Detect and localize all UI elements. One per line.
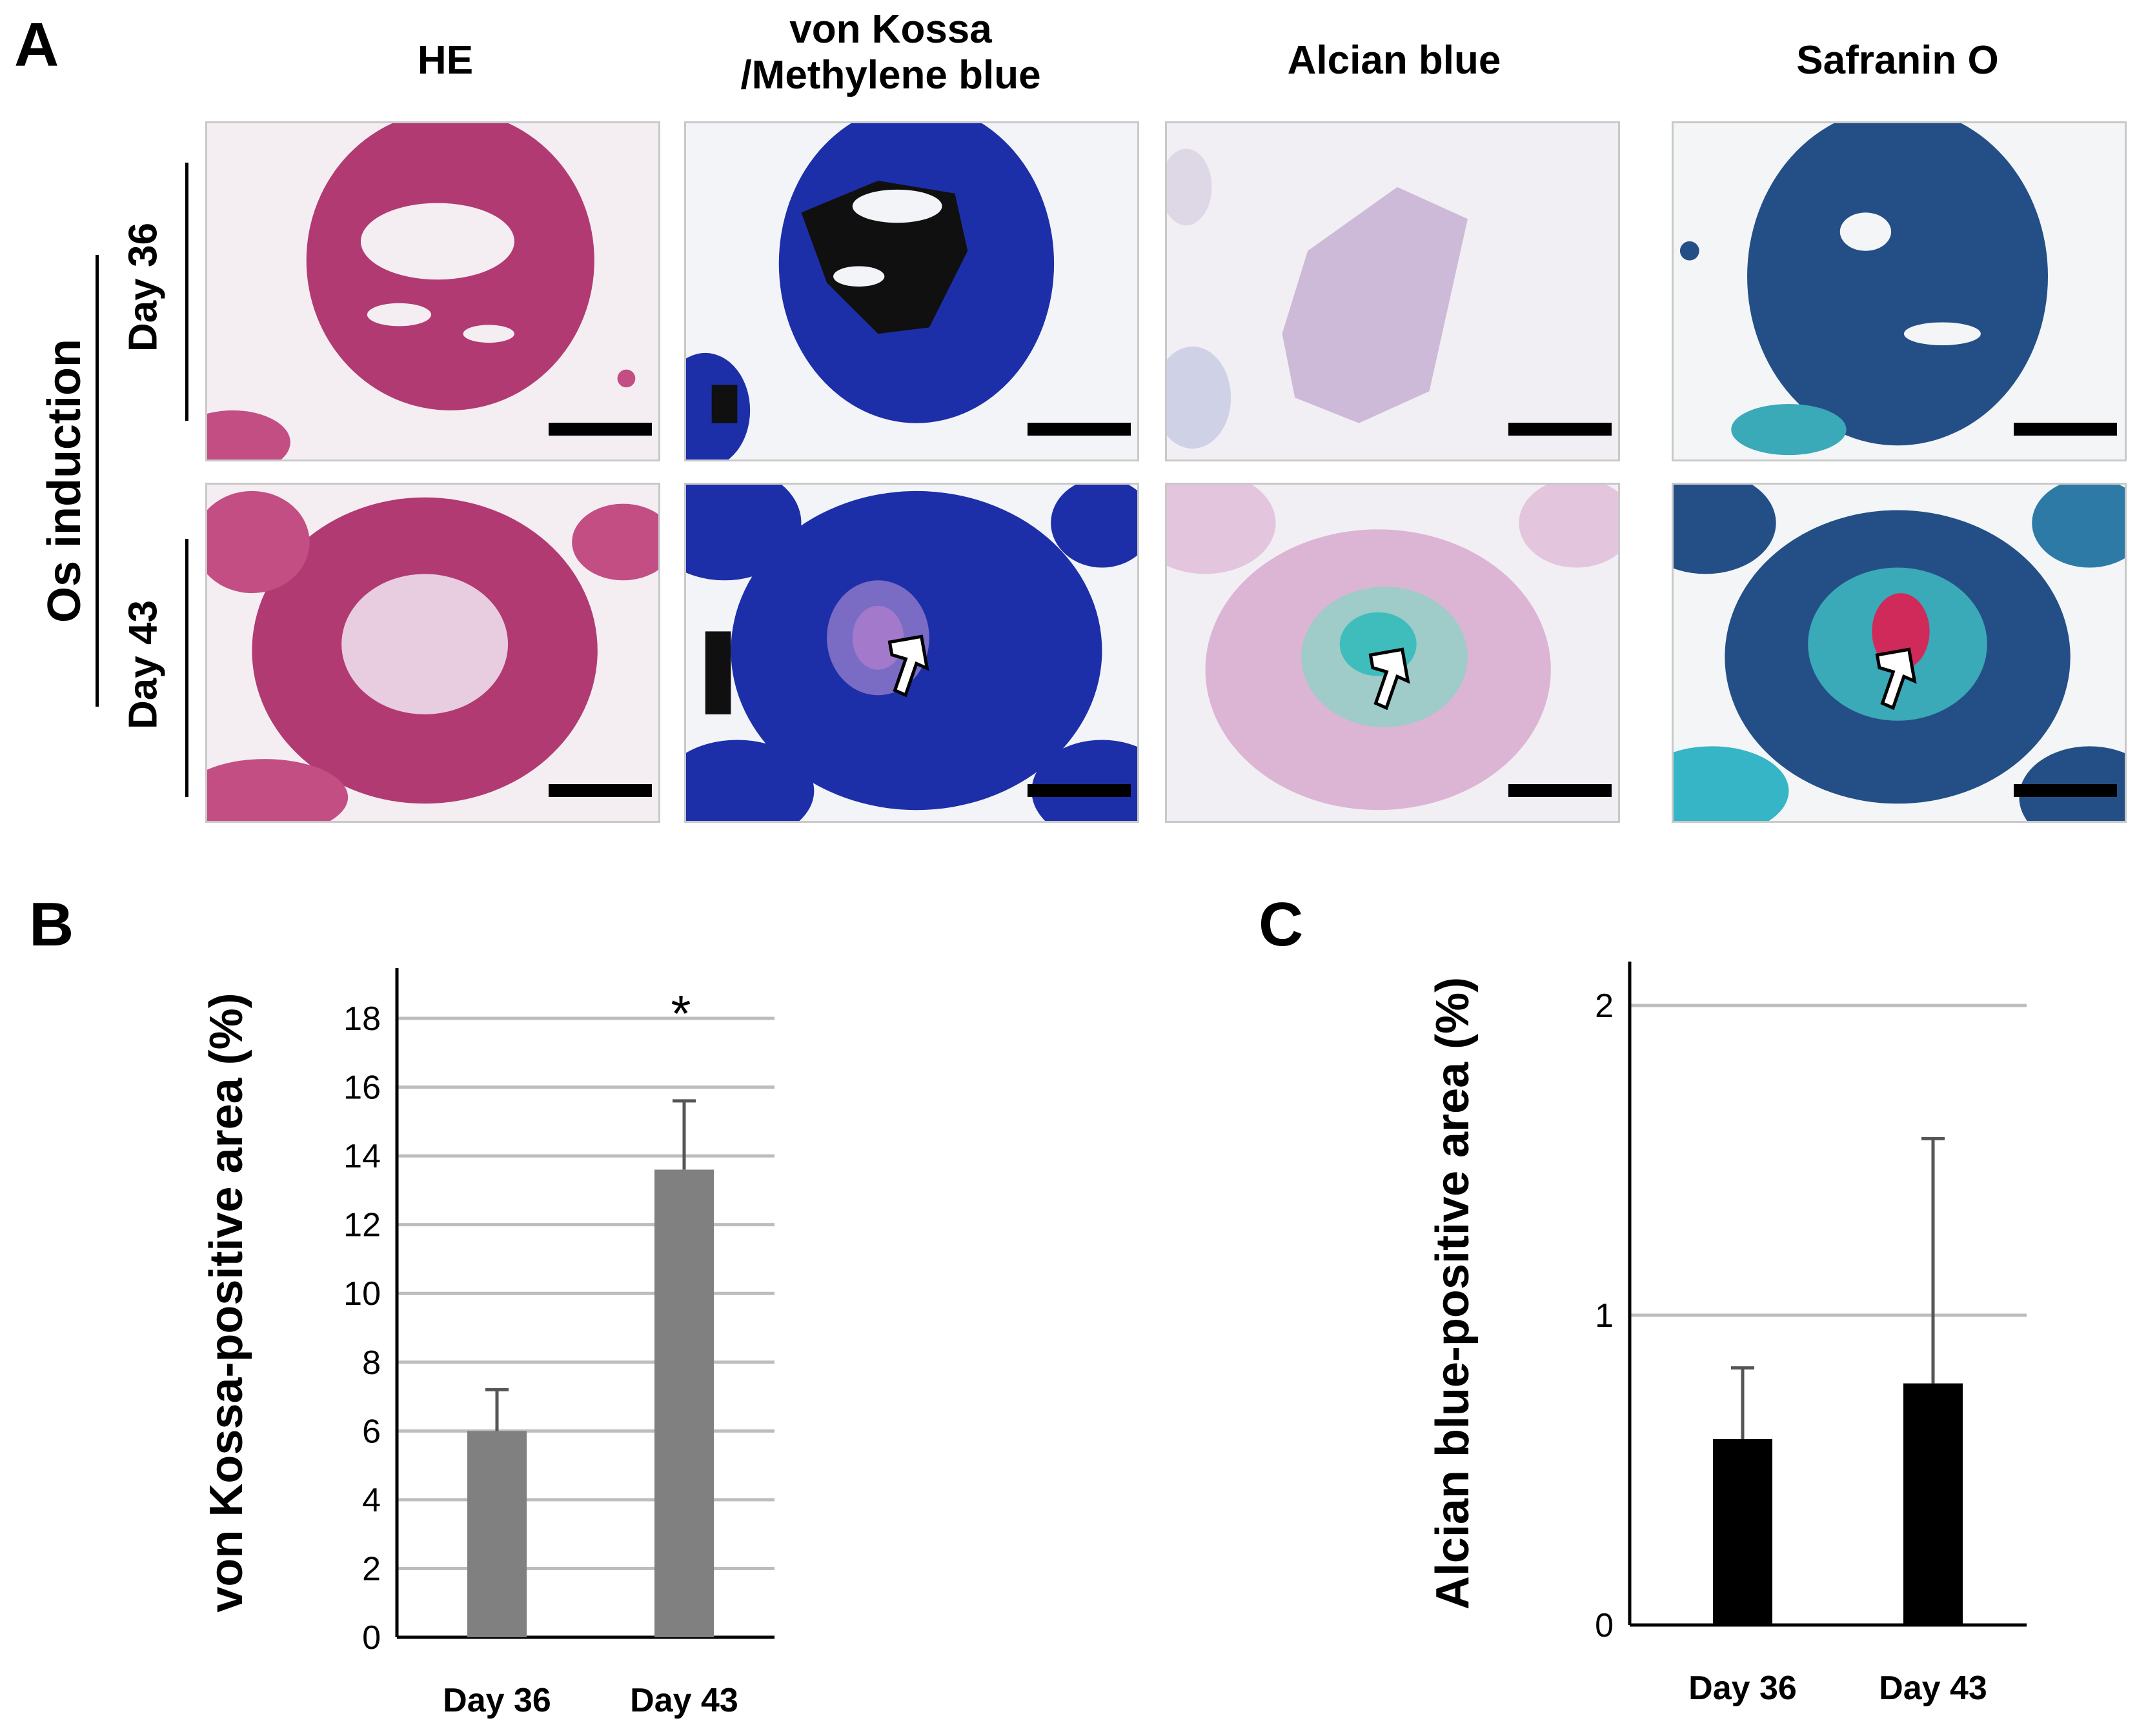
x-category-label: Day 36 xyxy=(1688,1670,1797,1707)
y-tick-label: 8 xyxy=(362,1344,381,1382)
significance-asterisk: * xyxy=(671,985,691,1042)
y-tick-label: 0 xyxy=(362,1619,381,1657)
row-bracket-day36 xyxy=(185,163,188,421)
column-title-he: HE xyxy=(417,38,474,83)
row-label-day43: Day 43 xyxy=(121,600,166,729)
y-tick-label: 12 xyxy=(343,1207,381,1244)
micrograph-safranin-day43 xyxy=(1672,483,2127,823)
bar xyxy=(1713,1439,1772,1625)
row-bracket-day43 xyxy=(185,539,188,797)
bar xyxy=(654,1169,714,1637)
y-tick-label: 4 xyxy=(362,1482,381,1519)
arrow-icon xyxy=(884,632,936,698)
x-category-label: Day 36 xyxy=(443,1682,551,1719)
y-tick-label: 18 xyxy=(343,1000,381,1038)
scale-bar xyxy=(1028,423,1131,436)
y-tick-label: 10 xyxy=(343,1275,381,1313)
column-title-von-kossa: von Kossa /Methylene blue xyxy=(740,7,1041,98)
group-bracket-line xyxy=(96,255,99,707)
scale-bar xyxy=(549,784,652,797)
chart-b: 0 2 4 6 8 10 12 14 16 18 Day 36 Day 43 * von Kossa-po… xyxy=(181,936,826,1723)
y-tick-label: 0 xyxy=(1595,1607,1614,1644)
column-title-alcian-blue: Alcian blue xyxy=(1287,38,1501,83)
chart-c: 0 1 2 Day 36 Day 43 Alcian blue-positive area… xyxy=(1407,936,2052,1723)
scale-bar xyxy=(549,423,652,436)
y-tick-label: 2 xyxy=(1595,987,1614,1025)
chart-c-svg: 0 1 2 Day 36 Day 43 Alcian blue-positive area… xyxy=(1427,962,2027,1707)
chart-b-svg: 0 2 4 6 8 10 12 14 16 18 Day 36 Day 43 * von Kossa-po… xyxy=(201,968,775,1719)
row-label-day36: Day 36 xyxy=(121,223,166,352)
scale-bar xyxy=(2014,784,2117,797)
y-axis-label: Alcian blue-positive area (%) xyxy=(1427,977,1479,1610)
scale-bar xyxy=(1508,784,1612,797)
bar xyxy=(467,1431,527,1637)
micrograph-he-day43 xyxy=(205,483,660,823)
panel-a-letter: A xyxy=(14,10,59,79)
micrograph-alcian-day36 xyxy=(1165,121,1620,461)
y-tick-label: 2 xyxy=(362,1550,381,1588)
arrow-icon xyxy=(1365,645,1417,711)
micrograph-vonkossa-day36 xyxy=(684,121,1139,461)
panel-c-letter: C xyxy=(1259,890,1304,959)
scale-bar xyxy=(1028,784,1131,797)
y-tick-label: 1 xyxy=(1595,1297,1614,1335)
panel-b-letter: B xyxy=(29,890,74,959)
x-category-label: Day 43 xyxy=(630,1682,738,1719)
y-axis-label: von Kossa-positive area (%) xyxy=(201,993,252,1612)
x-category-label: Day 43 xyxy=(1879,1670,1987,1707)
scale-bar xyxy=(2014,423,2117,436)
y-tick-label: 14 xyxy=(343,1138,381,1175)
y-tick-label: 6 xyxy=(362,1413,381,1450)
bar xyxy=(1903,1383,1963,1625)
micrograph-safranin-day36 xyxy=(1672,121,2127,461)
scale-bar xyxy=(1508,423,1612,436)
column-title-safranin-o: Safranin O xyxy=(1796,38,1999,83)
micrograph-he-day36 xyxy=(205,121,660,461)
arrow-icon xyxy=(1872,645,1923,711)
group-label-os-induction: Os induction xyxy=(39,339,90,623)
y-tick-label: 16 xyxy=(343,1069,381,1107)
